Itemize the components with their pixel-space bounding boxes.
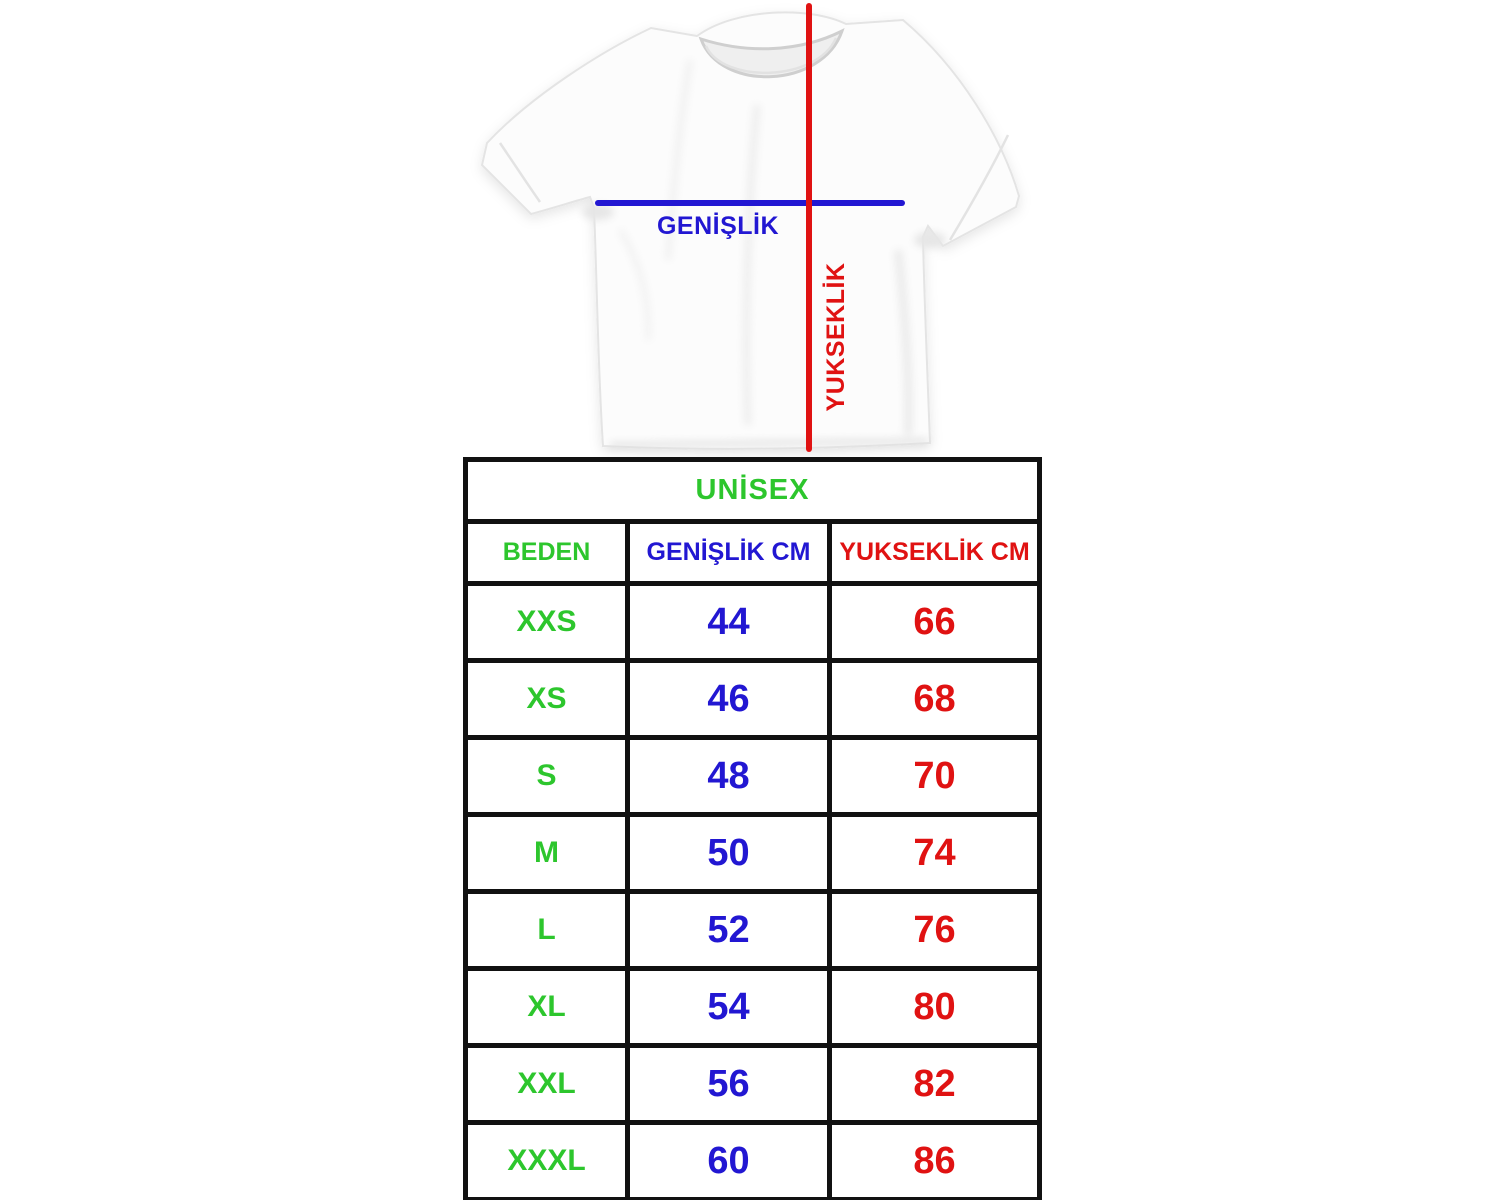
width-cell: 48: [625, 735, 832, 817]
table-title: UNİSEX: [462, 457, 1043, 524]
size-cell: XXL: [463, 1043, 630, 1125]
size-table: UNİSEX BEDEN GENİŞLİK CM YUKSEKLİK CM XX…: [462, 457, 1043, 1200]
height-label: YUKSEKLİK: [822, 262, 850, 412]
header-width: GENİŞLİK CM: [625, 519, 832, 586]
tshirt-shading: [582, 59, 946, 448]
height-cell: 70: [826, 735, 1043, 817]
width-cell: 60: [625, 1120, 832, 1200]
table-row: XL 54 80: [463, 966, 1043, 1048]
header-height: YUKSEKLİK CM: [826, 519, 1043, 586]
left-sleeve-hem: [498, 142, 542, 203]
tshirt-illustration: [480, 3, 1021, 452]
height-cell: 80: [826, 966, 1043, 1048]
size-cell: S: [463, 735, 630, 817]
width-cell: 46: [625, 658, 832, 740]
width-cell: 50: [625, 812, 832, 894]
height-cell: 66: [826, 581, 1043, 663]
table-row: L 52 76: [463, 889, 1043, 971]
header-size: BEDEN: [463, 519, 630, 586]
size-cell: XXXL: [463, 1120, 630, 1200]
width-cell: 52: [625, 889, 832, 971]
size-cell: XL: [463, 966, 630, 1048]
tshirt-collar-band: [704, 37, 838, 74]
table-row: M 50 74: [463, 812, 1043, 894]
width-cell: 44: [625, 581, 832, 663]
size-cell: L: [463, 889, 630, 971]
table-row: XXXL 60 86: [463, 1120, 1043, 1200]
table-row: XXS 44 66: [463, 581, 1043, 663]
height-cell: 68: [826, 658, 1043, 740]
size-cell: XS: [463, 658, 630, 740]
size-cell: XXS: [463, 581, 630, 663]
width-cell: 54: [625, 966, 832, 1048]
table-row: S 48 70: [463, 735, 1043, 817]
height-cell: 76: [826, 889, 1043, 971]
height-cell: 74: [826, 812, 1043, 894]
right-sleeve-hem: [948, 134, 1010, 241]
height-cell: 86: [826, 1120, 1043, 1200]
table-title-row: UNİSEX: [462, 457, 1043, 524]
size-cell: M: [463, 812, 630, 894]
table-row: XS 46 68: [463, 658, 1043, 740]
width-label: GENİŞLİK: [656, 212, 780, 240]
width-cell: 56: [625, 1043, 832, 1125]
table-row: XXL 56 82: [463, 1043, 1043, 1125]
table-header-row: BEDEN GENİŞLİK CM YUKSEKLİK CM: [463, 519, 1043, 586]
height-cell: 82: [826, 1043, 1043, 1125]
